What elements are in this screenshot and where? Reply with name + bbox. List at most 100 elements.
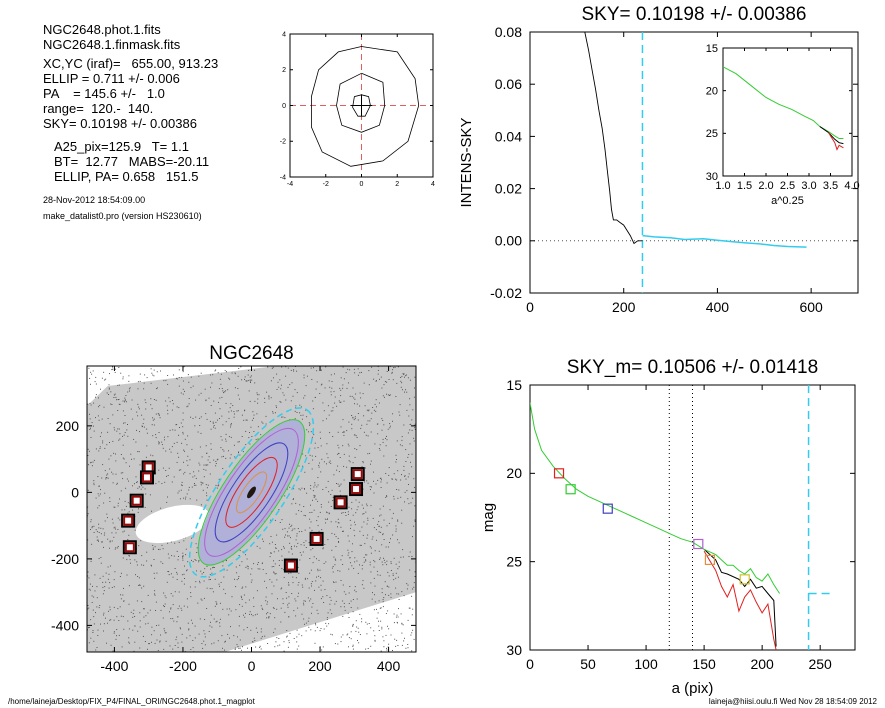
noise-pixel: [133, 438, 135, 440]
noise-pixel: [347, 513, 349, 515]
noise-pixel: [366, 409, 368, 411]
noise-pixel: [370, 463, 371, 465]
noise-pixel: [155, 437, 157, 439]
noise-pixel: [287, 604, 289, 606]
noise-pixel: [150, 564, 152, 566]
noise-pixel: [348, 460, 350, 462]
noise-pixel: [265, 600, 267, 602]
noise-pixel: [409, 551, 411, 553]
noise-pixel: [388, 594, 390, 596]
noise-pixel: [343, 431, 345, 433]
noise-pixel: [226, 569, 228, 571]
noise-pixel: [124, 422, 126, 424]
noise-pixel: [109, 497, 111, 499]
noise-pixel: [221, 415, 223, 417]
noise-pixel: [298, 645, 300, 647]
noise-pixel: [138, 486, 140, 488]
noise-pixel: [303, 604, 305, 606]
noise-pixel: [122, 444, 124, 446]
noise-pixel: [199, 580, 200, 582]
noise-pixel: [277, 598, 278, 600]
noise-pixel: [122, 472, 124, 474]
noise-pixel: [103, 534, 105, 536]
noise-pixel: [296, 533, 298, 535]
noise-pixel: [386, 647, 387, 649]
noise-pixel: [268, 396, 270, 398]
noise-pixel: [167, 413, 169, 415]
noise-pixel: [98, 523, 100, 525]
noise-pixel: [327, 612, 329, 614]
noise-pixel: [366, 505, 368, 507]
y-tick-label: 20: [706, 86, 718, 98]
noise-pixel: [266, 391, 268, 393]
noise-pixel: [128, 641, 130, 643]
noise-pixel: [227, 389, 229, 391]
noise-pixel: [396, 593, 398, 595]
noise-pixel: [335, 590, 337, 592]
noise-pixel: [265, 573, 267, 575]
noise-pixel: [407, 644, 409, 645]
noise-pixel: [281, 568, 283, 570]
noise-pixel: [169, 645, 171, 647]
noise-pixel: [108, 384, 110, 386]
noise-pixel: [220, 383, 222, 385]
noise-pixel: [132, 485, 133, 487]
noise-pixel: [319, 630, 321, 632]
noise-pixel: [120, 372, 122, 374]
noise-pixel: [134, 529, 136, 531]
noise-pixel: [393, 622, 395, 624]
noise-pixel: [271, 593, 273, 595]
noise-pixel: [144, 506, 146, 508]
noise-pixel: [195, 399, 197, 401]
noise-pixel: [157, 387, 158, 389]
noise-pixel: [120, 454, 122, 455]
noise-pixel: [348, 646, 349, 648]
noise-pixel: [245, 380, 247, 382]
noise-pixel: [381, 387, 383, 389]
noise-pixel: [113, 606, 115, 608]
noise-pixel: [388, 522, 390, 524]
noise-pixel: [342, 419, 344, 421]
noise-pixel: [99, 404, 101, 406]
noise-pixel: [352, 387, 354, 389]
noise-pixel: [186, 460, 188, 462]
noise-pixel: [293, 610, 295, 612]
noise-pixel: [209, 420, 211, 422]
noise-pixel: [125, 487, 127, 489]
noise-pixel: [332, 436, 334, 437]
y-tick-label: 2: [282, 67, 286, 74]
noise-pixel: [167, 571, 169, 572]
noise-pixel: [238, 625, 240, 627]
noise-pixel: [371, 486, 372, 488]
noise-pixel: [187, 606, 189, 608]
noise-pixel: [235, 566, 237, 568]
noise-pixel: [354, 418, 356, 420]
noise-pixel: [364, 405, 366, 407]
noise-pixel: [288, 602, 290, 604]
noise-pixel: [208, 397, 210, 399]
noise-pixel: [414, 423, 416, 425]
noise-pixel: [317, 525, 319, 527]
noise-pixel: [355, 512, 357, 514]
noise-pixel: [328, 414, 330, 416]
noise-pixel: [246, 419, 248, 421]
noise-pixel: [354, 448, 356, 450]
noise-pixel: [276, 373, 278, 375]
info-line: XC,YC (iraf)= 655.00, 913.23: [43, 56, 219, 71]
noise-pixel: [96, 531, 98, 533]
noise-pixel: [332, 496, 334, 498]
noise-pixel: [351, 501, 353, 503]
noise-pixel: [386, 560, 388, 562]
noise-pixel: [209, 461, 211, 463]
noise-pixel: [249, 613, 250, 615]
noise-pixel: [158, 443, 160, 445]
mag-title: SKY_m= 0.10506 +/- 0.01418: [567, 357, 818, 378]
noise-pixel: [132, 629, 134, 631]
noise-pixel: [386, 393, 387, 395]
noise-pixel: [112, 650, 114, 652]
noise-pixel: [274, 544, 276, 545]
noise-pixel: [276, 534, 278, 536]
noise-pixel: [276, 406, 277, 408]
noise-pixel: [122, 616, 124, 618]
noise-pixel: [381, 628, 383, 630]
